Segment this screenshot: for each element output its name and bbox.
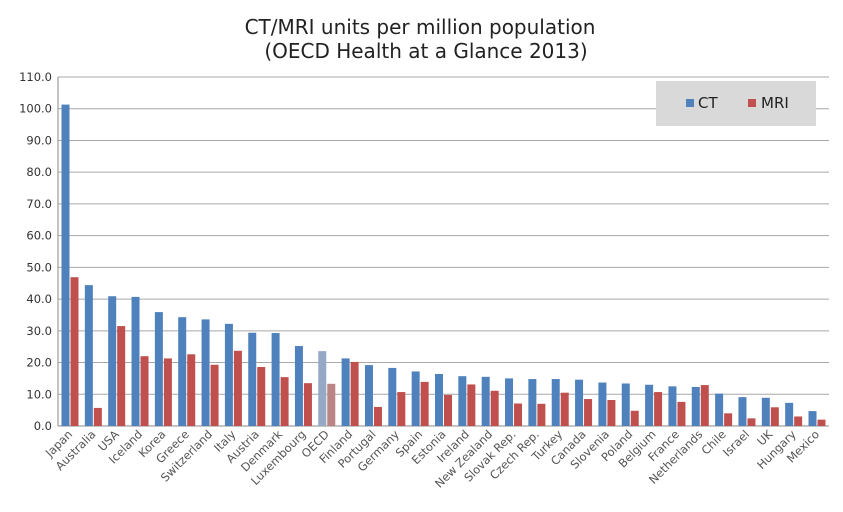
legend-swatch-mri — [748, 99, 756, 107]
bar-ct — [201, 319, 210, 426]
legend-swatch-ct — [686, 99, 694, 107]
bar-mri — [630, 410, 639, 426]
bar-ct — [411, 371, 420, 426]
legend-label-mri: MRI — [761, 94, 789, 112]
bar-mri — [677, 401, 686, 426]
bar-mri — [327, 383, 336, 426]
gridlines — [57, 76, 829, 427]
bar-ct — [61, 104, 70, 427]
bar-mri — [560, 392, 569, 426]
bar-ct — [621, 383, 630, 426]
y-tick-label: 50.0 — [26, 260, 52, 274]
bar-mri — [280, 377, 289, 426]
bar-ct — [341, 358, 350, 426]
bar-ct — [84, 285, 93, 426]
bar-mri — [514, 403, 523, 426]
bar-ct — [224, 323, 233, 426]
legend-box — [656, 81, 816, 126]
bars — [61, 104, 826, 427]
y-tick-label: 100.0 — [19, 102, 52, 116]
bar-mri — [794, 416, 803, 426]
bar-mri — [724, 413, 733, 426]
y-axis-ticks: 0.0 10.0 20.0 30.0 40.0 50.0 60.0 70.0 80.0 90.0 1… — [19, 70, 52, 433]
bar-ct — [598, 382, 607, 426]
bar-ct — [808, 411, 817, 426]
y-tick-label: 110.0 — [19, 70, 52, 84]
bar-mri — [700, 385, 709, 426]
bar-mri — [257, 366, 266, 426]
bar-ct — [108, 296, 117, 426]
y-tick-label: 10.0 — [26, 387, 52, 401]
legend-label-ct: CT — [698, 94, 718, 112]
x-axis-ticks: JapanAustraliaUSAIcelandKoreaGreeceSwitz… — [42, 427, 822, 491]
bar-ct — [715, 393, 724, 426]
bar-ct — [131, 296, 140, 426]
bar-ct — [785, 402, 794, 426]
bar-ct — [318, 351, 327, 426]
bar-mri — [373, 406, 382, 426]
bar-ct — [505, 378, 514, 426]
bar-ct — [691, 386, 700, 426]
bar-mri — [584, 399, 593, 426]
bar-mri — [163, 358, 172, 426]
bar-mri — [747, 418, 756, 426]
bar-mri — [117, 326, 126, 426]
bar-ct — [645, 384, 654, 426]
bar-mri — [93, 407, 102, 426]
bar-mri — [140, 356, 149, 426]
bar-mri — [397, 392, 406, 426]
bar-ct — [364, 365, 373, 426]
bar-ct — [271, 333, 280, 426]
y-tick-label: 80.0 — [26, 165, 52, 179]
y-tick-label: 40.0 — [26, 292, 52, 306]
bar-ct — [294, 346, 303, 426]
bar-mri — [537, 403, 546, 426]
chart-title-line-1: CT/MRI units per million population — [245, 15, 596, 39]
y-tick-label: 0.0 — [34, 419, 52, 433]
bar-ct — [248, 332, 257, 426]
bar-ct — [435, 373, 443, 426]
y-tick-label: 30.0 — [26, 324, 52, 338]
bar-ct — [528, 379, 537, 426]
chart-title-line-2: (OECD Health at a Glance 2013) — [264, 39, 587, 63]
y-tick-label: 60.0 — [26, 229, 52, 243]
bar-mri — [607, 399, 616, 426]
bar-mri — [490, 390, 499, 426]
bar-mri — [444, 394, 452, 426]
bar-ct — [668, 386, 677, 426]
y-tick-label: 90.0 — [26, 133, 52, 147]
bar-mri — [70, 277, 79, 426]
bar-ct — [154, 312, 163, 426]
bar-ct — [458, 376, 467, 426]
bar-ct — [761, 397, 770, 426]
bar-mri — [420, 381, 429, 426]
bar-mri — [303, 383, 312, 426]
bar-mri — [187, 354, 196, 426]
bar-ct — [551, 379, 560, 426]
bar-ct — [575, 379, 584, 426]
bar-mri — [817, 419, 826, 426]
bar-mri — [770, 407, 779, 426]
bar-mri — [654, 392, 663, 426]
bar-ct — [481, 376, 490, 426]
bar-ct — [388, 367, 397, 426]
y-tick-label: 20.0 — [26, 356, 52, 370]
bar-mri — [233, 350, 242, 426]
bar-mri — [350, 361, 359, 426]
x-tick-label: Israel — [720, 427, 752, 459]
legend: CT MRI — [656, 81, 816, 126]
bar-ct — [738, 397, 747, 426]
bar-ct — [178, 317, 187, 426]
bar-mri — [467, 384, 476, 426]
bar-mri — [210, 364, 219, 426]
y-tick-label: 70.0 — [26, 197, 52, 211]
